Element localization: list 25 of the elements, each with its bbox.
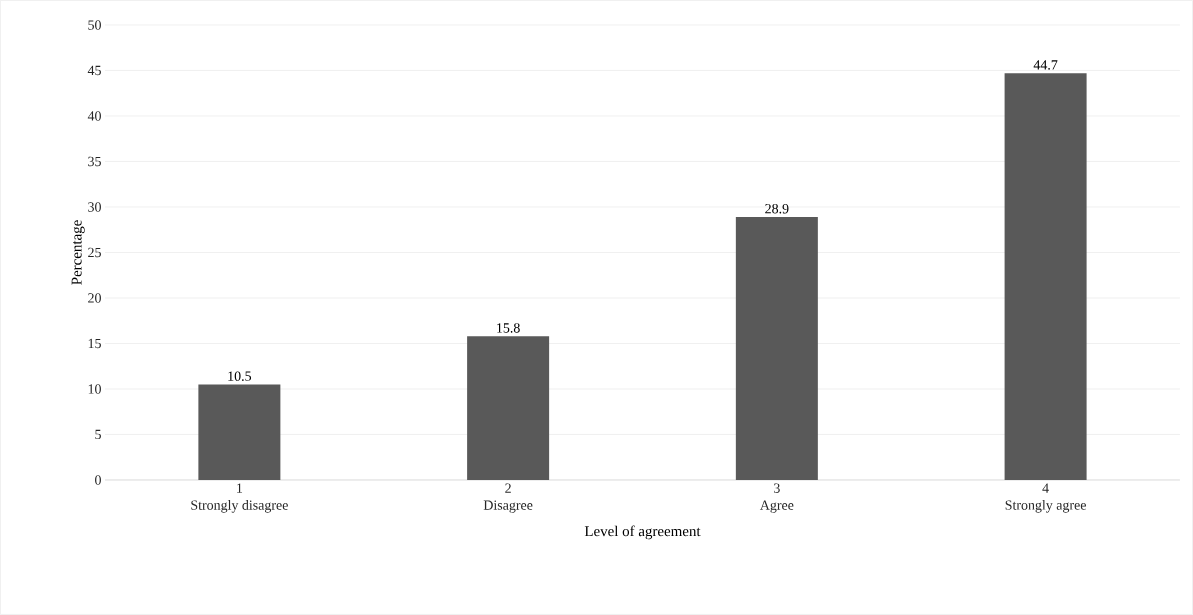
x-tick-label: 2 Disagree (483, 483, 533, 513)
y-tick-label: 50 (88, 20, 101, 30)
y-axis-title: Percentage (71, 220, 85, 285)
y-tick-label: 0 (95, 475, 101, 485)
bar (198, 384, 281, 480)
x-tick-label: 4 Strongly agree (1005, 483, 1086, 513)
y-tick-label: 45 (87, 65, 101, 76)
y-tick-label: 15 (88, 338, 101, 349)
data-label: 10.5 (228, 371, 252, 381)
x-axis-title: Level of agreement (584, 525, 701, 540)
y-tick-label: 10 (88, 384, 101, 394)
y-tick-label: 25 (88, 247, 101, 258)
y-tick-label: 35 (88, 156, 101, 167)
y-tick-label: 40 (87, 111, 101, 121)
data-label: 15.8 (497, 323, 520, 333)
x-tick-label: 3 Agree (759, 483, 794, 513)
y-tick-label: 20 (88, 293, 101, 303)
data-label: 44.7 (1033, 60, 1058, 70)
y-tick-label: 30 (88, 202, 101, 212)
y-tick-label: 5 (95, 429, 101, 440)
x-tick-label: 1 Strongly disagree (191, 483, 288, 513)
bar (1004, 73, 1087, 480)
bar (735, 216, 818, 480)
data-label: 28.9 (765, 204, 789, 214)
bar (467, 336, 550, 480)
